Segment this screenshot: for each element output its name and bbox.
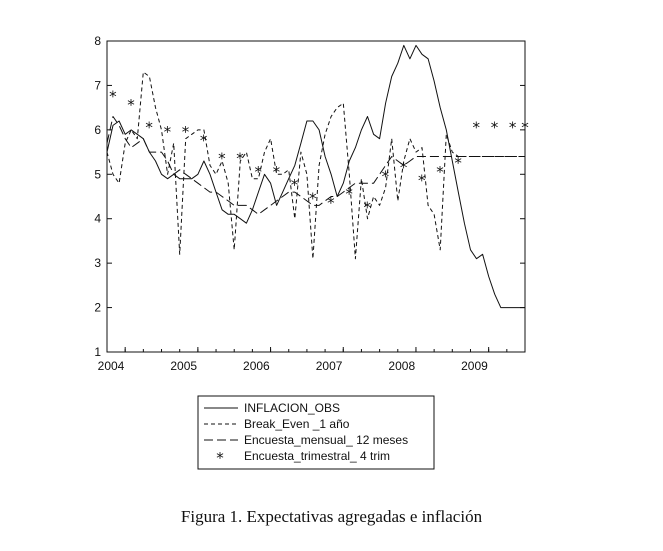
trimestral-marker: * <box>309 190 317 208</box>
series-line-1 <box>106 44 525 309</box>
trimestral-marker: * <box>345 185 353 203</box>
trimestral-marker: * <box>109 87 117 105</box>
trimestral-marker: * <box>382 167 390 185</box>
legend-label: INFLACION_OBS <box>244 401 340 415</box>
series-layer: * ** * * ** ** *** * *** ** * ** * * * <box>106 44 529 309</box>
y-tick-label: 8 <box>94 34 101 48</box>
legend-label: Break_Even _1 año <box>244 417 350 431</box>
trimestral-marker: * <box>182 123 190 141</box>
figure-caption: Figura 1. Expectativas agregadas e infla… <box>180 507 483 526</box>
trimestral-marker: * <box>127 96 135 114</box>
series-line-2 <box>106 71 525 260</box>
trimestral-marker: * <box>400 158 408 176</box>
trimestral-marker: * <box>454 154 462 172</box>
trimestral-marker: * <box>436 163 444 181</box>
y-tick-label: 7 <box>94 78 101 92</box>
trimestral-marker: * <box>418 172 426 190</box>
legend-marker: * <box>216 449 224 467</box>
trimestral-marker: * <box>218 150 226 168</box>
trimestral-marker: * <box>509 118 517 136</box>
y-tick-label: 2 <box>94 301 101 315</box>
series-line-3 <box>106 116 525 215</box>
trimestral-marker: * <box>273 163 281 181</box>
y-tick-label: 1 <box>94 345 101 359</box>
x-axis: 2004 2005 2006 2007 2008 2009 <box>98 347 526 373</box>
x-tick-label: 2006 <box>243 359 270 373</box>
y-tick-label: 3 <box>94 256 101 270</box>
trimestral-marker: * <box>327 194 335 212</box>
plot-border <box>106 40 526 353</box>
legend-label: Encuesta_mensual_ 12 meses <box>244 433 408 447</box>
x-tick-label: 2005 <box>170 359 197 373</box>
legend-label: Encuesta_trimestral_ 4 trim <box>244 449 390 463</box>
trimestral-marker: * <box>254 163 262 181</box>
trimestral-marker: * <box>200 132 208 150</box>
y-tick-label: 6 <box>94 123 101 137</box>
x-tick-label: 2008 <box>388 359 415 373</box>
y-tick-label: 4 <box>94 212 101 226</box>
trimestral-marker: * <box>491 118 499 136</box>
trimestral-marker: * <box>521 118 529 136</box>
trimestral-marker: * <box>164 123 172 141</box>
trimestral-marker: * <box>145 118 153 136</box>
plot-frame <box>106 40 526 353</box>
x-tick-label: 2007 <box>316 359 343 373</box>
trimestral-marker: * <box>236 150 244 168</box>
y-tick-label: 5 <box>94 167 101 181</box>
trimestral-marker: * <box>291 176 299 194</box>
x-tick-label: 2004 <box>98 359 125 373</box>
x-tick-label: 2009 <box>461 359 488 373</box>
trimestral-marker: * <box>473 118 481 136</box>
legend: INFLACION_OBS Break_Even _1 año Encuesta_m… <box>197 395 435 470</box>
trimestral-marker: * <box>364 198 372 216</box>
